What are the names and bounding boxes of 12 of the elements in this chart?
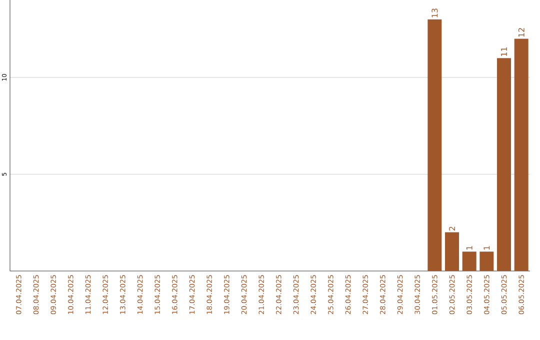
bar [497, 58, 512, 271]
data-label: 13 [432, 8, 438, 18]
data-label: 1 [466, 246, 472, 250]
bar [480, 252, 494, 271]
bar [428, 19, 442, 271]
data-label: 11 [501, 47, 507, 56]
bar [445, 232, 460, 271]
bar [514, 38, 528, 271]
data-label: 2 [449, 226, 455, 231]
data-label: 12 [518, 28, 524, 37]
bar [462, 252, 476, 271]
data-label: 1 [484, 246, 490, 250]
